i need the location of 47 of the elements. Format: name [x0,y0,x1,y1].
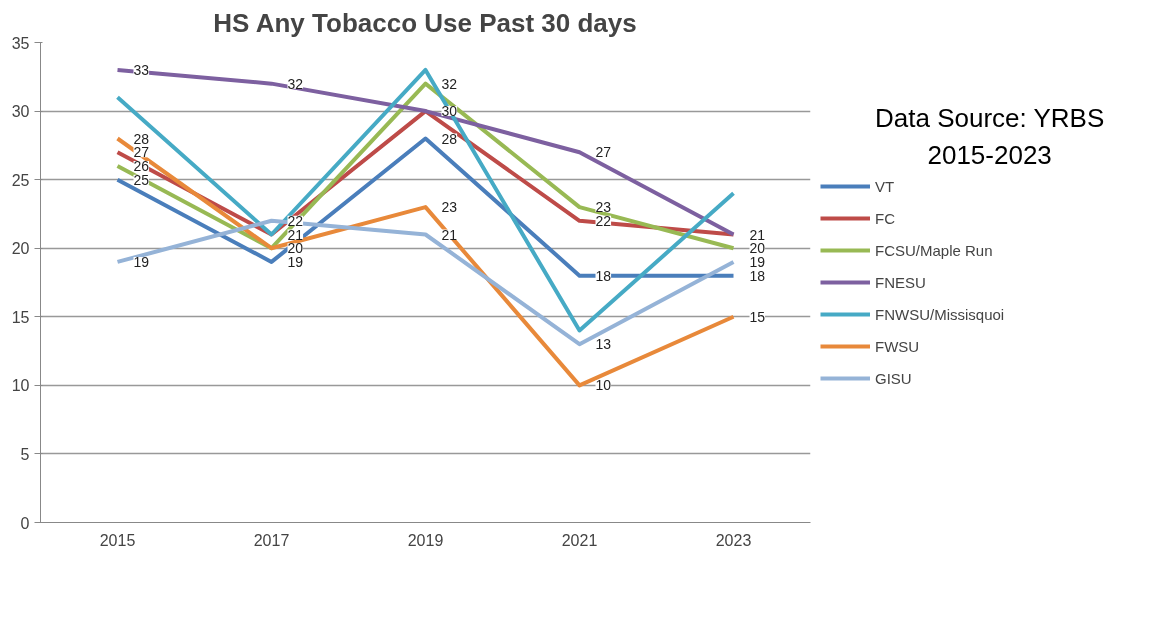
data-label: 21 [441,226,458,243]
data-label: 18 [749,267,766,284]
y-tick-label: 0 [20,514,30,532]
data-label: 19 [133,253,150,270]
data-label: 18 [595,267,612,284]
data-label: 13 [595,336,612,353]
data-label: 32 [441,75,458,92]
data-label: 25 [133,171,150,188]
data-label: 33 [133,61,150,78]
line-series [115,218,736,347]
x-tick-label: 2021 [561,531,598,549]
x-tick-label: 2023 [715,531,752,549]
y-tick-label: 35 [11,34,30,52]
legend-label: FNESU [875,273,926,291]
data-label: 27 [595,144,612,161]
line-series [115,81,736,251]
y-tick-label: 10 [11,377,30,395]
legend-label: FC [875,209,895,227]
x-tick-label: 2017 [253,531,290,549]
legend-label: FWSU [875,337,920,355]
legend-label: FNWSU/Missisquoi [875,305,1005,323]
data-label: 30 [441,103,458,120]
x-tick-label: 2019 [407,531,444,549]
data-label: 28 [441,130,458,147]
y-tick-label: 30 [11,103,30,121]
data-label: 28 [133,130,150,147]
data-label: 23 [441,199,458,216]
data-label: 21 [287,226,304,243]
legend-label: GISU [875,369,912,387]
data-label: 27 [133,144,150,161]
y-tick-label: 20 [11,240,30,258]
y-tick-label: 5 [20,445,30,463]
data-label: 10 [595,377,612,394]
data-label: 32 [287,75,304,92]
source-note: Data Source: YRBS 2015-2023 [875,102,1105,173]
x-tick-label: 2015 [99,531,136,549]
y-tick-label: 25 [11,171,30,189]
data-label: 15 [749,308,766,325]
chart-title: HS Any Tobacco Use Past 30 days [213,7,637,38]
legend-label: VT [875,177,895,195]
data-label: 21 [749,226,766,243]
legend-label: FCSU/Maple Run [875,241,993,259]
line-series [115,67,736,333]
y-tick-label: 15 [11,308,30,326]
data-label: 22 [595,212,612,229]
data-label: 22 [287,212,304,229]
line-series [115,136,736,388]
